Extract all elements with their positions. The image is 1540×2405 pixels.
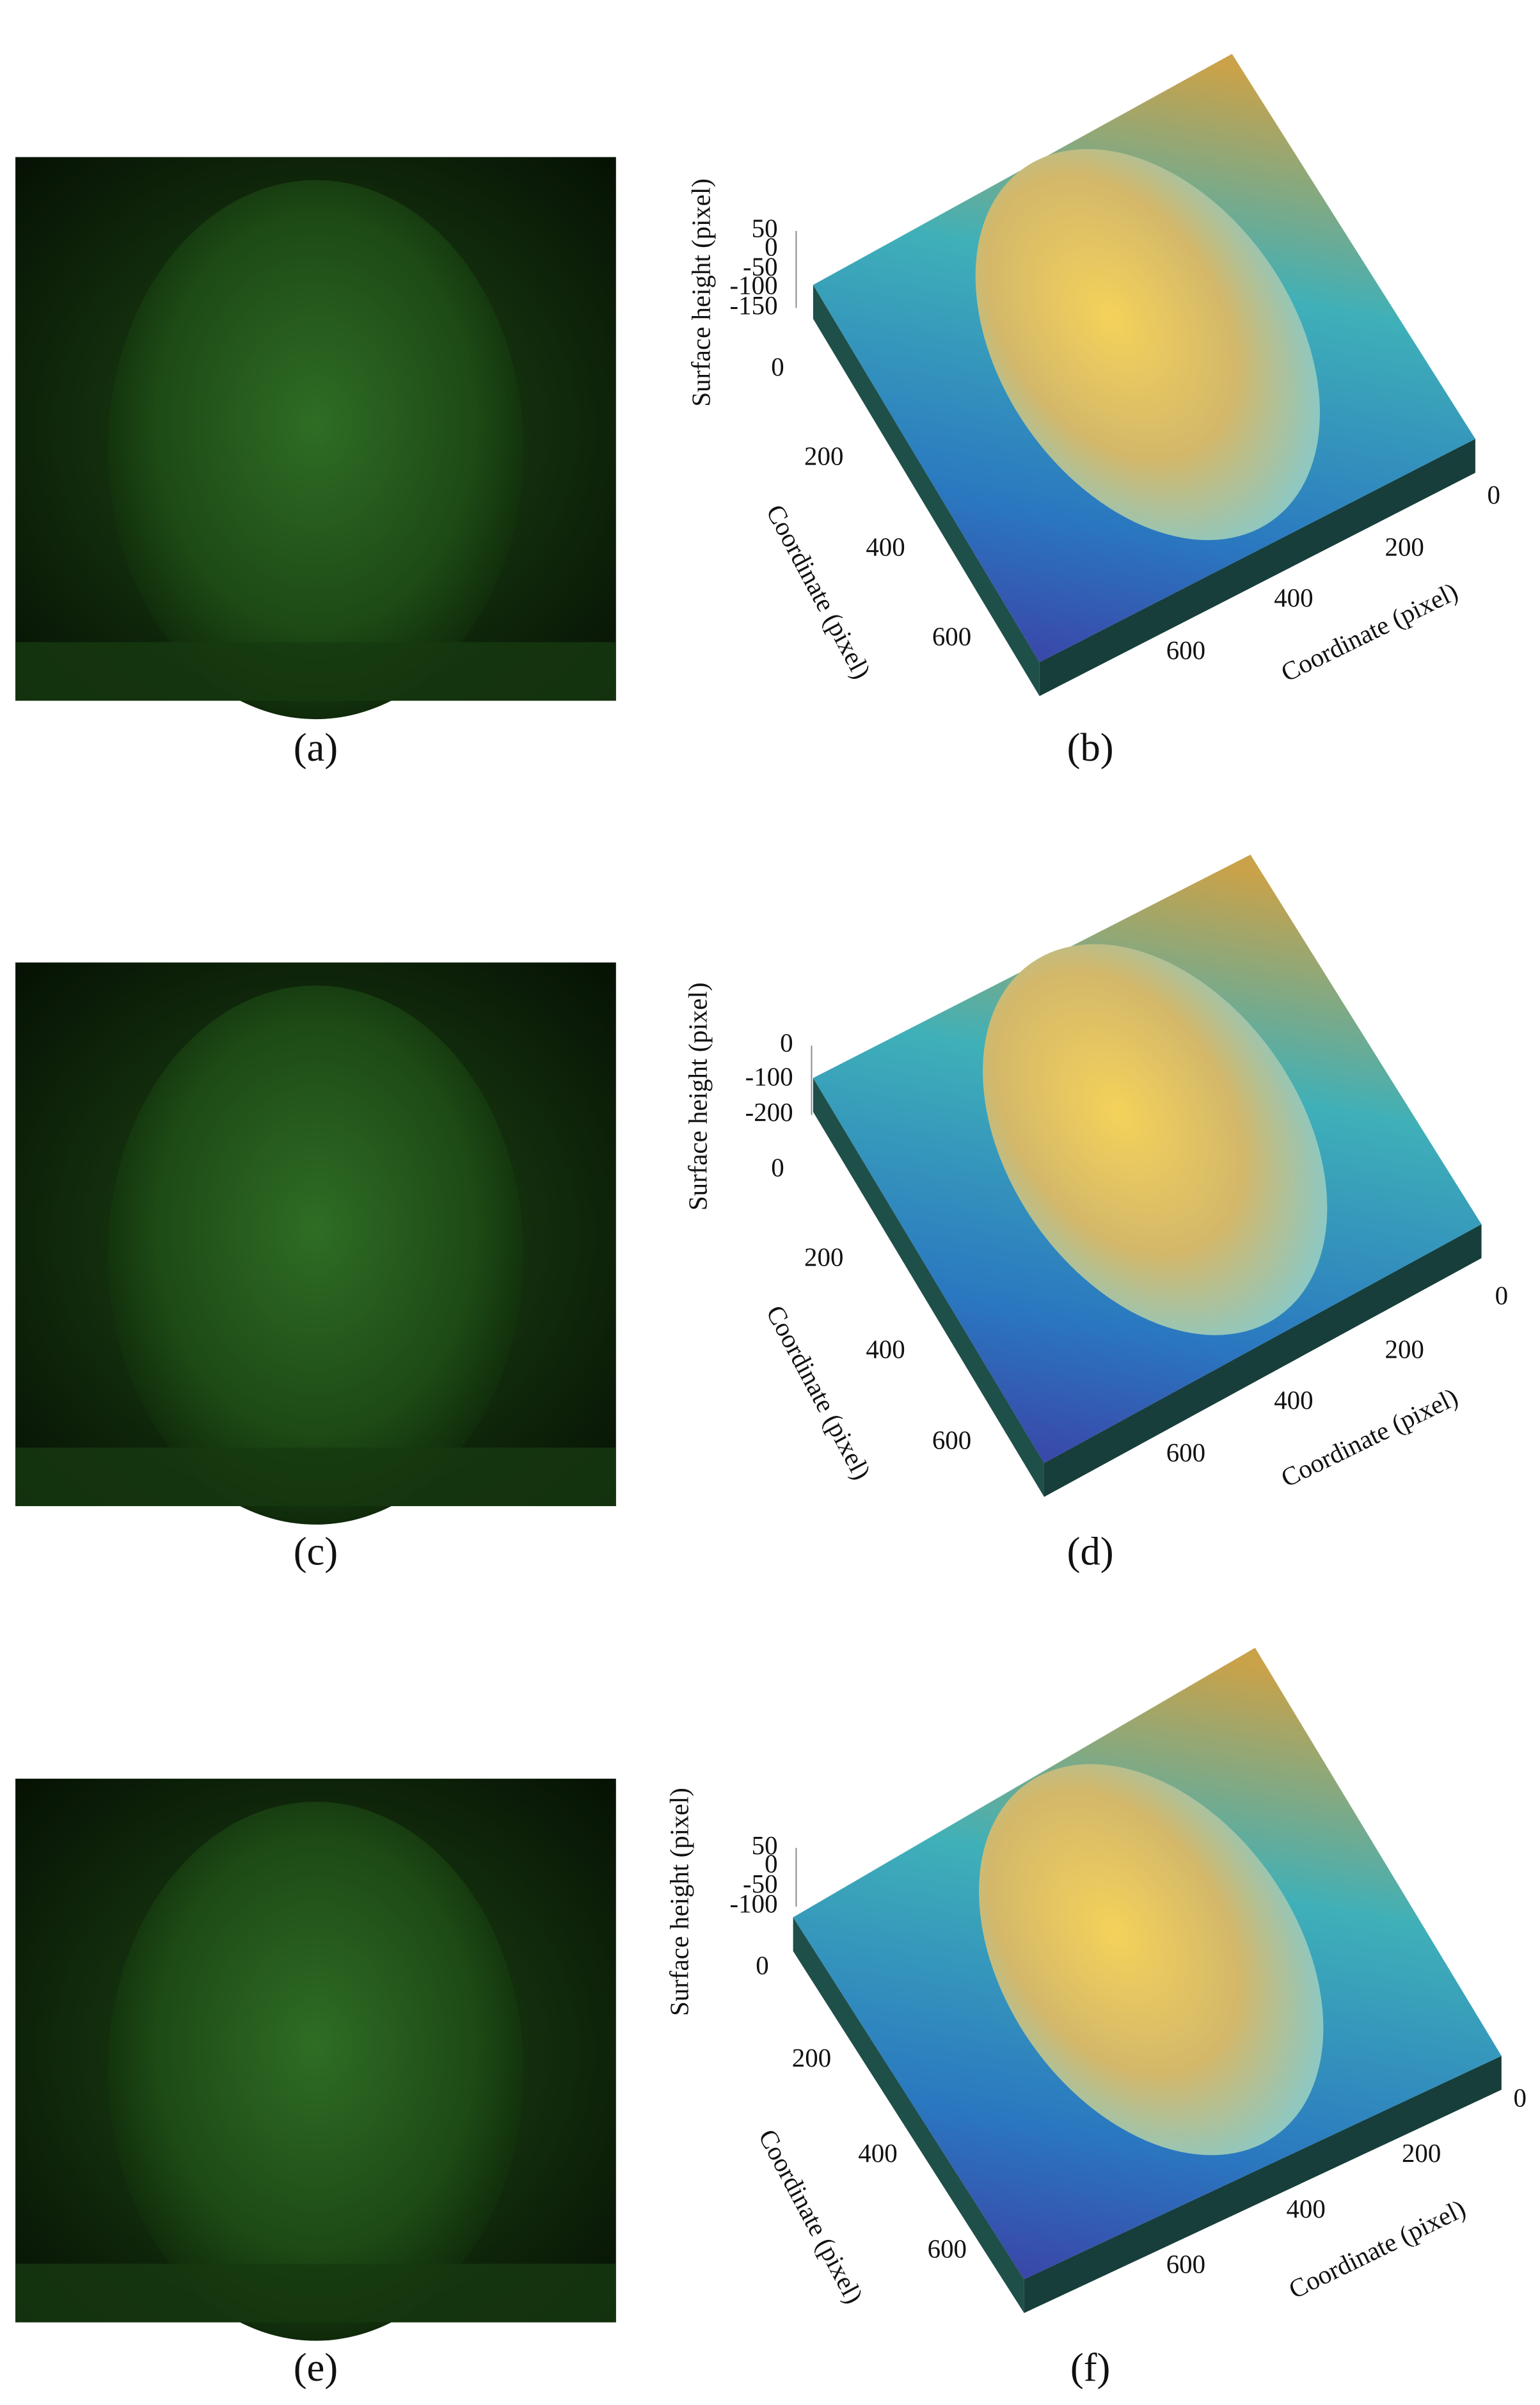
y-tick-label: 600 (932, 622, 971, 651)
z-axis-label: Surface height (pixel) (684, 982, 713, 1210)
panel-label: (e) (294, 2345, 338, 2390)
panel-label: (a) (294, 725, 338, 770)
surface-side (813, 1077, 1044, 1497)
z-tick-label: 0 (780, 1029, 793, 1058)
x-tick-label: 200 (1385, 533, 1424, 562)
y-tick-label: 600 (932, 1426, 971, 1455)
z-tick-label: 50 (752, 1831, 778, 1860)
photo-face (107, 985, 524, 1525)
photo-face (107, 180, 524, 720)
x-tick-label: 0 (1513, 2084, 1526, 2113)
face-relief (975, 148, 1320, 541)
x-tick-label: 400 (1286, 2195, 1325, 2223)
y-tick-label: 400 (858, 2139, 897, 2168)
x-tick-label: 200 (1402, 2139, 1441, 2168)
surface-side (1044, 1224, 1482, 1497)
photo-shoulders (15, 1447, 616, 1507)
x-tick-label: 400 (1274, 583, 1313, 612)
photo-face (107, 1802, 524, 2341)
y-tick-label: 0 (756, 1951, 768, 1980)
y-tick-label: 600 (928, 2234, 967, 2263)
z-axis-label: Surface height (pixel) (665, 1788, 694, 2016)
y-axis-label: Coordinate (pixel) (761, 500, 877, 683)
y-axis-label: Coordinate (pixel) (753, 2125, 869, 2308)
x-tick-label: 600 (1166, 636, 1205, 665)
z-tick-label: 0 (765, 1850, 777, 1878)
z-tick-label: -150 (730, 291, 778, 320)
face-relief (979, 1764, 1324, 2155)
surface-side (793, 1917, 1024, 2314)
photo-shoulders (15, 2264, 616, 2322)
panel-label: (d) (1067, 1528, 1114, 1573)
z-tick-label: -50 (743, 1869, 778, 1898)
z-tick-label: -100 (745, 1063, 793, 1091)
y-tick-label: 0 (771, 1154, 784, 1182)
surface-side (813, 285, 1040, 696)
y-tick-label: 400 (866, 533, 905, 562)
y-tick-label: 200 (804, 1242, 843, 1271)
panel-label: (b) (1067, 725, 1114, 770)
photo-shoulders (15, 642, 616, 701)
x-tick-label: 400 (1274, 1386, 1313, 1415)
y-axis-label: Coordinate (pixel) (761, 1301, 877, 1484)
surface-side (1024, 2056, 1502, 2314)
x-tick-label: 0 (1488, 480, 1500, 509)
z-tick-label: -200 (745, 1098, 793, 1127)
x-tick-label: 0 (1495, 1281, 1508, 1310)
z-tick-label: 0 (765, 232, 777, 261)
panel-label: (f) (1070, 2345, 1111, 2390)
z-tick-label: 50 (752, 214, 778, 242)
x-tick-label: 600 (1166, 2250, 1205, 2278)
z-axis-label: Surface height (pixel) (687, 179, 715, 407)
z-tick-label: -100 (730, 1889, 778, 1918)
x-tick-label: 600 (1166, 1438, 1205, 1467)
z-tick-label: -50 (743, 253, 778, 282)
y-tick-label: 400 (866, 1335, 905, 1364)
surface-side (1039, 438, 1475, 696)
panel-label: (c) (294, 1528, 338, 1573)
z-tick-label: -100 (730, 271, 778, 299)
y-tick-label: 0 (771, 353, 784, 381)
y-tick-label: 200 (792, 2044, 831, 2072)
y-tick-label: 200 (804, 442, 843, 471)
face-relief (983, 944, 1328, 1335)
x-tick-label: 200 (1385, 1335, 1424, 1364)
